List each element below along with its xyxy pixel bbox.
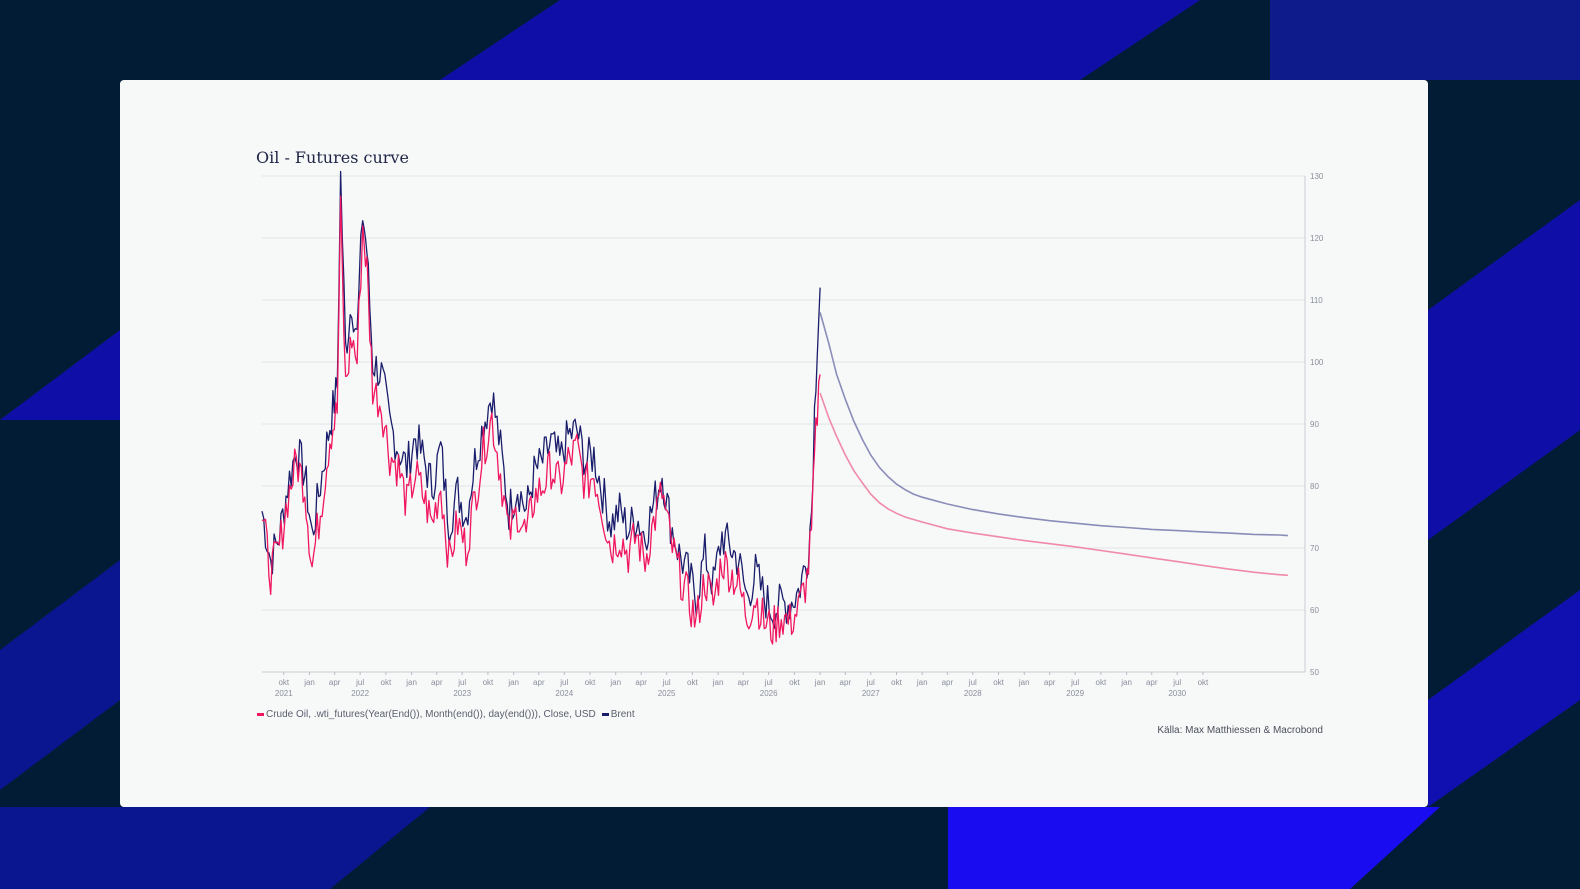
x-tick-label: jul: [968, 678, 977, 687]
x-tick-label: jan: [814, 678, 826, 687]
x-tick-label: jan: [1018, 678, 1030, 687]
x-tick-label: jan: [609, 678, 621, 687]
chart-card: [120, 80, 1428, 807]
legend-label-brent: Brent: [610, 709, 635, 720]
x-year-label: 2022: [351, 689, 369, 698]
legend-item-crude-oil: Crude Oil, .wti_futures(Year(End()), Mon…: [257, 709, 596, 720]
x-tick-label: jul: [1070, 678, 1079, 687]
x-year-label: 2028: [964, 689, 982, 698]
legend-swatch-crude-oil: [257, 713, 264, 716]
chart-legend: Crude Oil, .wti_futures(Year(End()), Mon…: [257, 709, 641, 720]
x-tick-label: apr: [1044, 678, 1056, 687]
x-tick-label: apr: [840, 678, 852, 687]
stripe-left: [0, 330, 120, 420]
x-tick-label: jan: [303, 678, 315, 687]
x-year-label: 2029: [1066, 689, 1084, 698]
x-tick-label: okt: [993, 678, 1004, 687]
x-tick-label: okt: [687, 678, 698, 687]
x-tick-label: jul: [662, 678, 671, 687]
stripe-bottom-bright: [948, 807, 1440, 889]
y-tick-label: 70: [1310, 544, 1319, 553]
forecast-line-crude-oil: [819, 392, 1288, 577]
legend-swatch-brent: [601, 713, 609, 716]
x-year-label: 2021: [275, 689, 293, 698]
x-tick-label: jan: [1120, 678, 1132, 687]
x-tick-label: jan: [405, 678, 417, 687]
y-tick-label: 120: [1310, 234, 1324, 243]
forecast-line-brent: [819, 312, 1288, 537]
stripe-right: [1428, 200, 1580, 540]
x-year-label: 2026: [760, 689, 778, 698]
x-tick-label: okt: [891, 678, 902, 687]
y-tick-label: 110: [1310, 296, 1323, 305]
x-tick-label: apr: [737, 678, 749, 687]
y-tick-label: 130: [1310, 172, 1324, 181]
x-tick-label: jan: [916, 678, 928, 687]
y-tick-label: 100: [1310, 358, 1324, 367]
stripe-top: [440, 0, 1200, 80]
y-tick-label: 60: [1310, 606, 1319, 615]
x-tick-label: jul: [457, 678, 466, 687]
x-tick-label: apr: [635, 678, 647, 687]
chart-title: Oil - Futures curve: [256, 148, 409, 167]
x-tick-label: jul: [764, 678, 773, 687]
series-line-brent: [261, 170, 821, 629]
x-tick-label: okt: [278, 678, 289, 687]
x-tick-label: jan: [712, 678, 724, 687]
x-tick-label: okt: [789, 678, 800, 687]
stripe-left-2: [0, 560, 120, 790]
x-tick-label: apr: [942, 678, 954, 687]
stripe-top-right: [1270, 0, 1580, 80]
stripe-right-2: [1428, 590, 1580, 807]
x-year-label: 2030: [1168, 689, 1186, 698]
x-year-label: 2025: [658, 689, 676, 698]
x-tick-label: okt: [585, 678, 596, 687]
x-tick-label: jan: [507, 678, 519, 687]
x-tick-label: apr: [329, 678, 341, 687]
y-tick-label: 80: [1310, 482, 1319, 491]
x-tick-label: apr: [533, 678, 545, 687]
x-tick-label: jul: [355, 678, 364, 687]
series-line-crude-oil: [261, 195, 821, 645]
x-tick-label: jul: [866, 678, 875, 687]
x-tick-label: jul: [559, 678, 568, 687]
x-year-label: 2027: [862, 689, 880, 698]
legend-label-crude-oil: Crude Oil, .wti_futures(Year(End()), Mon…: [266, 709, 596, 720]
x-year-label: 2024: [555, 689, 573, 698]
x-tick-label: okt: [483, 678, 494, 687]
chart-source: Källa: Max Matthiessen & Macrobond: [1157, 725, 1323, 736]
x-tick-label: okt: [381, 678, 392, 687]
x-tick-label: apr: [431, 678, 443, 687]
legend-item-brent: Brent: [601, 709, 635, 720]
x-tick-label: apr: [1146, 678, 1158, 687]
x-tick-label: okt: [1198, 678, 1209, 687]
x-tick-label: jul: [1172, 678, 1181, 687]
x-year-label: 2023: [453, 689, 471, 698]
stripe-bottom-left: [0, 807, 430, 889]
x-tick-label: okt: [1096, 678, 1107, 687]
y-tick-label: 50: [1310, 668, 1319, 677]
y-tick-label: 90: [1310, 420, 1319, 429]
